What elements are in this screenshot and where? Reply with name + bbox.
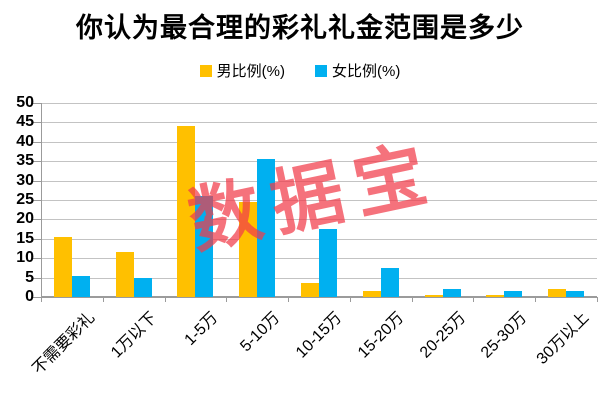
legend: 男比例(%) 女比例(%) bbox=[0, 60, 600, 81]
x-axis-label: 1-5万 bbox=[182, 309, 222, 349]
bar-male bbox=[53, 237, 72, 297]
bar-female bbox=[257, 159, 276, 297]
y-axis-line bbox=[41, 103, 42, 297]
bar-female bbox=[133, 278, 152, 297]
y-axis-tick bbox=[33, 258, 41, 260]
y-axis-tick bbox=[33, 200, 41, 201]
y-axis-tick bbox=[33, 122, 41, 124]
bar-male bbox=[486, 295, 505, 297]
y-axis-label: 30 bbox=[16, 171, 34, 189]
watermark: 数据宝 bbox=[181, 132, 446, 264]
x-axis-label: 5-10万 bbox=[237, 309, 284, 356]
x-axis-tick bbox=[288, 297, 290, 302]
y-axis-label: 20 bbox=[16, 210, 34, 228]
x-axis-tick bbox=[535, 297, 537, 302]
y-axis-label: 50 bbox=[16, 94, 34, 111]
legend-label: 男比例(%) bbox=[216, 63, 285, 80]
y-axis-label: 45 bbox=[16, 113, 34, 131]
x-axis-label: 不需要彩礼 bbox=[29, 309, 99, 378]
gridline bbox=[41, 161, 597, 163]
bar-female bbox=[380, 268, 399, 297]
gridline bbox=[41, 122, 597, 124]
bar-male bbox=[177, 126, 196, 297]
x-axis-label: 15-20万 bbox=[354, 309, 408, 362]
x-axis-tick bbox=[164, 297, 166, 302]
y-axis-tick bbox=[33, 141, 41, 143]
legend-swatch-icon bbox=[199, 64, 212, 77]
x-axis-tick bbox=[226, 297, 228, 302]
x-axis-tick bbox=[473, 297, 475, 302]
bar-male bbox=[548, 289, 567, 297]
y-axis-label: 0 bbox=[25, 288, 34, 305]
bar-male bbox=[301, 283, 319, 297]
gridline bbox=[41, 219, 597, 221]
y-axis-tick bbox=[33, 277, 41, 279]
gridline bbox=[41, 180, 597, 182]
y-axis-tick bbox=[33, 219, 41, 221]
x-axis-tick bbox=[102, 297, 104, 302]
legend-swatch-icon bbox=[315, 64, 327, 77]
y-axis-tick bbox=[33, 297, 41, 298]
gridline bbox=[41, 103, 597, 104]
y-axis-label: 25 bbox=[16, 191, 34, 208]
y-axis-tick bbox=[33, 238, 41, 240]
x-axis-label: 20-25万 bbox=[416, 309, 469, 362]
y-axis-tick bbox=[33, 161, 41, 163]
gridline bbox=[41, 141, 597, 143]
y-axis-tick bbox=[33, 180, 41, 182]
x-axis-label: 1万以下 bbox=[107, 309, 160, 362]
legend-item: 男比例(%) bbox=[199, 60, 285, 81]
bar-female bbox=[504, 291, 523, 297]
legend-label: 女比例(%) bbox=[332, 63, 401, 80]
bar-male bbox=[239, 202, 258, 297]
x-axis-label: 25-30万 bbox=[478, 309, 531, 362]
y-axis-label: 15 bbox=[16, 229, 34, 247]
legend-item: 女比例(%) bbox=[315, 60, 400, 81]
bar-male bbox=[424, 295, 443, 297]
chart-title: 你认为最合理的彩礼礼金范围是多少 bbox=[76, 13, 524, 43]
bar-female bbox=[71, 276, 90, 297]
bar-female bbox=[566, 291, 585, 297]
bar-female bbox=[195, 196, 214, 297]
x-axis-tick bbox=[41, 297, 42, 302]
bar-male bbox=[115, 252, 134, 297]
y-axis-label: 40 bbox=[16, 132, 34, 150]
x-axis-tick bbox=[411, 297, 413, 302]
gridline bbox=[41, 200, 597, 201]
y-axis-label: 35 bbox=[16, 152, 34, 170]
bar-female bbox=[442, 289, 461, 297]
x-axis-label: 10-15万 bbox=[292, 309, 346, 362]
x-axis-tick bbox=[349, 297, 351, 302]
y-axis-tick bbox=[33, 103, 41, 104]
x-axis-tick bbox=[597, 297, 598, 302]
y-axis-label: 10 bbox=[16, 249, 34, 267]
x-axis-label: 30万以上 bbox=[533, 309, 593, 368]
bar-female bbox=[319, 229, 337, 297]
bar-male bbox=[362, 291, 381, 297]
x-axis-line bbox=[41, 296, 597, 298]
y-axis-label: 5 bbox=[25, 268, 34, 286]
